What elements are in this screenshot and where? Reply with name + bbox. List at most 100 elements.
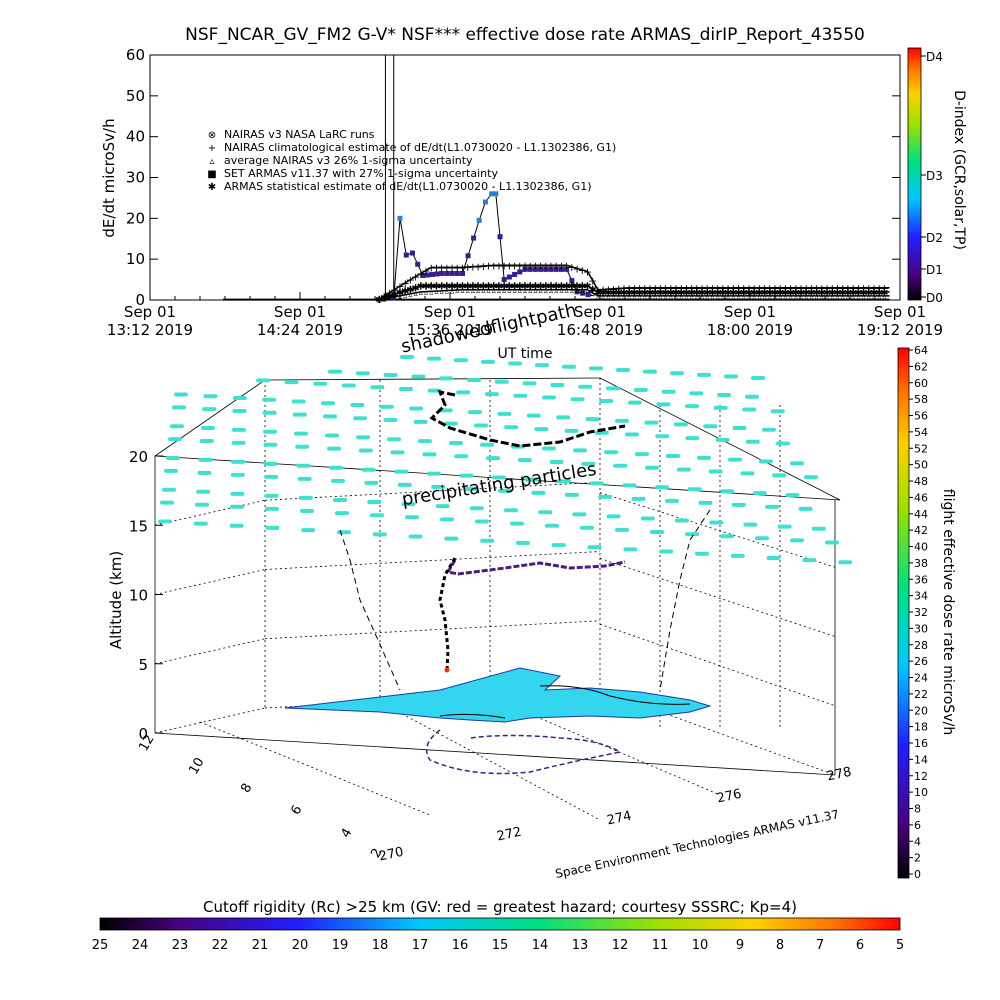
armas-stat-point: ✱ [594, 288, 602, 299]
latitude-tick-label: 10 [186, 755, 207, 777]
particle-mark [265, 525, 280, 530]
nairas-unc-point: ▵ [481, 286, 485, 295]
armas-point [527, 266, 533, 272]
nairas-unc-point: ▵ [539, 286, 543, 295]
particle-mark [162, 487, 176, 492]
nairas-unc-point: ▵ [424, 288, 428, 297]
particle-mark [542, 395, 556, 400]
nairas-unc-point: ▵ [794, 292, 798, 301]
particle-mark [755, 536, 769, 541]
cutoff-rigidity-tick-label: 20 [292, 938, 309, 953]
dose-rate-ticks: 0246810121416182022242628303234363840424… [909, 344, 928, 881]
particle-mark [296, 463, 311, 468]
particle-mark [542, 446, 556, 451]
nairas-clim-point: + [807, 282, 816, 295]
particle-mark [676, 467, 691, 472]
nairas-clim-point: + [474, 260, 483, 273]
nairas-unc-point: ▵ [382, 295, 386, 304]
nairas-unc-point: ▵ [617, 292, 621, 301]
particle-mark [545, 523, 559, 528]
particle-mark [394, 469, 409, 474]
particle-mark [454, 358, 468, 363]
armas-stat-point: ✱ [578, 282, 586, 293]
particle-mark [294, 431, 308, 436]
armas-stat-point: ✱ [526, 282, 534, 293]
nairas-clim-point: + [442, 261, 451, 274]
nairas-unc-point: ▵ [429, 287, 433, 296]
particle-mark [443, 421, 458, 426]
armas-point [476, 217, 482, 223]
nairas-unc-point: ▵ [841, 292, 845, 301]
dose-rate-tick-label: 30 [914, 622, 928, 635]
particle-mark [785, 493, 800, 498]
grid-line [264, 481, 601, 501]
nairas-unc-point: ▵ [559, 286, 563, 295]
particle-mark [474, 423, 488, 428]
nairas-unc-point: ▵ [606, 292, 610, 301]
particle-mark [444, 536, 459, 541]
particle-mark [166, 455, 180, 460]
nairas-clim-point: + [849, 282, 858, 295]
dose-rate-tick-label: 20 [914, 704, 928, 717]
nairas-clim-point: + [609, 283, 618, 296]
dose-rate-tick-label: 36 [914, 573, 928, 586]
nairas-clim-point: + [838, 282, 847, 295]
particle-mark [708, 469, 723, 474]
nairas-clim-point: + [781, 282, 790, 295]
x-tick-label-date: Sep 01 [424, 303, 476, 321]
particle-mark [197, 470, 212, 475]
nairas-unc-point: ▵ [627, 292, 631, 301]
particle-mark [409, 406, 424, 411]
particle-mark [291, 399, 306, 404]
grid-line [264, 551, 601, 570]
particle-mark [516, 540, 530, 545]
particle-mark [790, 538, 804, 543]
particle-mark [230, 491, 245, 496]
dose-rate-tick-label: 12 [914, 770, 928, 783]
armas-stat-point: ✱ [448, 282, 456, 293]
particle-mark [508, 361, 522, 366]
particle-mark [745, 394, 759, 399]
nairas-clim-point: + [869, 282, 878, 295]
armas-point [506, 274, 512, 280]
nairas-clim-point: + [416, 267, 425, 280]
nairas-clim-point: + [786, 282, 795, 295]
particle-mark [356, 435, 370, 440]
nairas-clim-point: + [510, 259, 519, 272]
particle-mark [265, 506, 279, 511]
particle-mark [616, 367, 630, 372]
nairas-unc-point: ▵ [414, 289, 418, 298]
armas-stat-point: ✱ [760, 288, 768, 299]
nairas-unc-point: ▵ [455, 286, 459, 295]
particle-mark [329, 465, 343, 470]
nairas-clim-point: + [776, 282, 785, 295]
armas-stat-point: ✱ [661, 288, 669, 299]
cutoff-rigidity-tick-label: 18 [372, 938, 389, 953]
nairas-unc-point: ▵ [684, 292, 688, 301]
d-index-ticks: D0 D1 D2 D3 D4 [921, 50, 943, 305]
armas-point [538, 266, 544, 272]
particle-mark [341, 383, 356, 388]
nairas-clim-point: + [880, 282, 889, 295]
armas-point [532, 266, 538, 272]
particle-mark [486, 456, 500, 461]
particle-mark [578, 384, 593, 389]
nairas-unc-point: ▵ [815, 292, 819, 301]
particle-mark [697, 372, 711, 377]
armas-point [522, 266, 528, 272]
armas-stat-point: ✱ [641, 288, 649, 299]
particle-mark [160, 500, 174, 505]
flight-track [339, 389, 711, 775]
particle-mark [675, 518, 689, 523]
nairas-unc-point: ▵ [695, 292, 699, 301]
particle-mark [777, 524, 792, 529]
altitude-axis-label: Altitude (km) [107, 551, 125, 649]
nairas-unc-point: ▵ [653, 292, 657, 301]
armas-stat-point: ✱ [781, 288, 789, 299]
dose-rate-tick-label: 56 [914, 410, 928, 423]
armas-point [444, 270, 450, 276]
